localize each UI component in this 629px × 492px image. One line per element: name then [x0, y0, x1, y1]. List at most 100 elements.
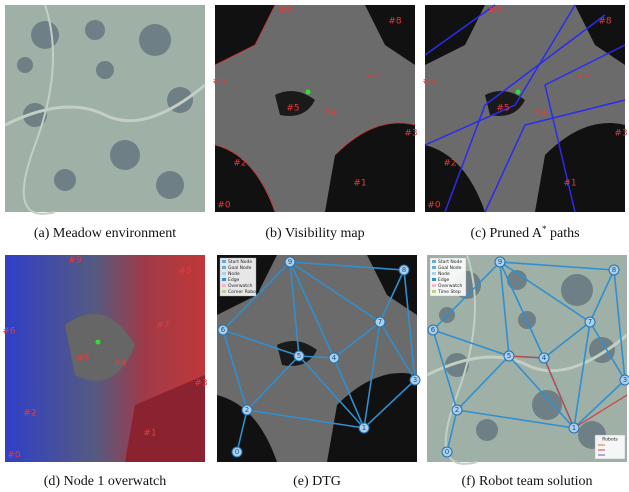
start-point [96, 340, 101, 345]
legend-label: Goal Node [228, 265, 252, 271]
node-label: 0 [445, 448, 449, 456]
legend-label: Goal Node [438, 265, 462, 271]
region-label: #4 [533, 109, 547, 119]
caption: (e) DTG [293, 474, 341, 489]
node-label: 9 [288, 258, 292, 266]
node-label: 5 [507, 352, 511, 360]
node-label: 7 [588, 318, 592, 326]
region-label: #3 [404, 129, 417, 139]
caption-tail: paths [546, 226, 579, 241]
panel: #0#1#2#3#4#5#6#7#8#9 [422, 5, 627, 212]
legend-label: Start Node [438, 259, 462, 265]
region-label: #9 [278, 6, 292, 16]
tree-clump [54, 169, 76, 191]
legend-label: Edge [438, 277, 450, 283]
legend-swatch [432, 266, 436, 269]
legend: Robots [595, 435, 625, 459]
tree-clump [476, 419, 498, 441]
legend-label: Node [228, 271, 240, 277]
region-label: #2 [233, 159, 246, 169]
tree-clump [156, 171, 184, 199]
tree-clump [110, 140, 140, 170]
region-label: #5 [286, 104, 299, 114]
region-label: #5 [76, 354, 89, 364]
region-label: #7 [156, 321, 169, 331]
region-label: #8 [598, 17, 612, 27]
panel: #0#1#2#3#4#5#6#7#8#9 [2, 255, 207, 462]
region-label: #6 [422, 77, 436, 87]
caption: (b) Visibility map [265, 226, 364, 241]
legend-swatch [222, 278, 226, 281]
legend-swatch [432, 260, 436, 263]
panel: #0#1#2#3#4#5#6#7#8#9 [212, 5, 417, 212]
legend-swatch [222, 260, 226, 263]
legend-label: Edge [228, 277, 240, 283]
legend-label: Overwatch [228, 283, 253, 289]
node-label: 4 [542, 354, 547, 362]
region-label: #2 [443, 159, 456, 169]
legend-label: Overwatch [438, 283, 463, 289]
start-point [306, 90, 311, 95]
tree-clump [31, 21, 59, 49]
region-label: #1 [353, 179, 366, 189]
panel [5, 5, 205, 214]
legend-title: Robots [602, 437, 618, 443]
node-label: 7 [378, 318, 382, 326]
tree-clump [561, 274, 593, 306]
legend-label: Corner Robots [228, 289, 261, 295]
region-label: #3 [614, 129, 627, 139]
caption-text: (c) Pruned A [470, 226, 542, 241]
region-label: #8 [388, 17, 402, 27]
legend-label: Node [438, 271, 450, 277]
legend-swatch [432, 290, 436, 293]
legend-swatch [432, 278, 436, 281]
tree-clump [139, 24, 171, 56]
region-label: #1 [143, 429, 156, 439]
tree-clump [17, 57, 33, 73]
tree-clump [532, 390, 562, 420]
node-label: 3 [413, 376, 417, 384]
node-label: 8 [612, 266, 616, 274]
region-label: #9 [68, 256, 82, 266]
region-label: #7 [366, 71, 379, 81]
node-label: 6 [431, 326, 436, 334]
region-label: #0 [7, 451, 21, 461]
panel: 0123456789Start NodeGoal NodeNodeEdgeOve… [427, 255, 629, 464]
node-label: 6 [221, 326, 226, 334]
legend-label: Time Step [437, 289, 461, 295]
legend-swatch [222, 266, 226, 269]
legend: Start NodeGoal NodeNodeEdgeOverwatchTime… [430, 258, 466, 296]
caption: (d) Node 1 overwatch [44, 474, 166, 489]
caption: (a) Meadow environment [34, 226, 176, 241]
caption: (f) Robot team solution [461, 474, 592, 489]
region-label: #1 [563, 179, 576, 189]
legend-swatch [222, 284, 226, 287]
caption: (c) Pruned A* paths [470, 224, 579, 241]
panel: 0 1 2 3 4 5 6 7 8 9 Start NodeGoal NodeNodeEdgeOve… [217, 255, 420, 462]
legend-swatch [432, 272, 436, 275]
node-label: 0 [235, 448, 239, 456]
figure: (a) Meadow environment #0 #1 #2 #3 #4 #5 #6 #7 #8… [0, 0, 629, 492]
node-label: 1 [572, 424, 576, 432]
start-point [516, 90, 521, 95]
node-label: 9 [498, 258, 502, 266]
legend-swatch [432, 284, 436, 287]
region-label: #8 [178, 267, 192, 277]
node-label: 4 [332, 354, 337, 362]
region-label: #0 [217, 201, 231, 211]
region-label: #5 [496, 104, 509, 114]
tree-clump [96, 61, 114, 79]
node-label: 5 [297, 352, 301, 360]
region-label: #4 [113, 359, 127, 369]
legend-label: Start Node [228, 259, 252, 265]
node-label: 2 [245, 406, 249, 414]
region-label: #0 [427, 201, 441, 211]
node-label: 1 [362, 424, 366, 432]
region-label: #6 [212, 77, 226, 87]
legend-swatch [222, 290, 226, 293]
region-label: #6 [2, 327, 16, 337]
legend-swatch [222, 272, 226, 275]
node-label: 8 [402, 266, 406, 274]
node-label: 2 [455, 406, 459, 414]
